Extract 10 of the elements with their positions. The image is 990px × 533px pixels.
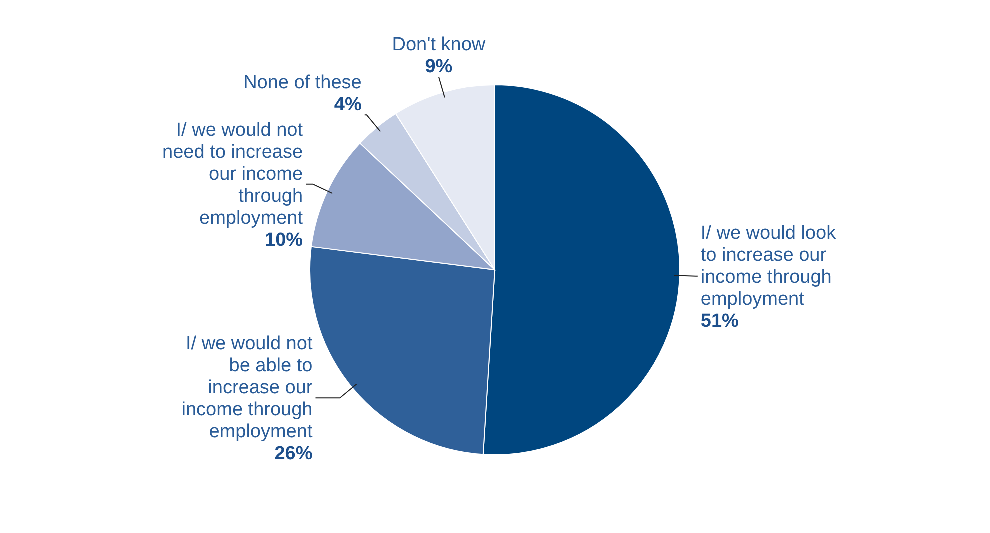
slice-label: I/ we would look to increase our income through employment	[700, 222, 837, 310]
data-label: 10%	[265, 230, 304, 252]
data-label: 51%	[700, 310, 740, 332]
data-label: 26%	[274, 444, 313, 465]
slice-label: Don't know	[392, 34, 486, 56]
slice-label: None of these	[244, 72, 362, 94]
slice-label: I/ we would not need to increase our income through employment	[162, 120, 304, 230]
slice-label: I/ we would not be able to increase our income through employment	[182, 334, 314, 443]
data-label: 4%	[334, 94, 362, 116]
data-label: 9%	[425, 56, 453, 78]
